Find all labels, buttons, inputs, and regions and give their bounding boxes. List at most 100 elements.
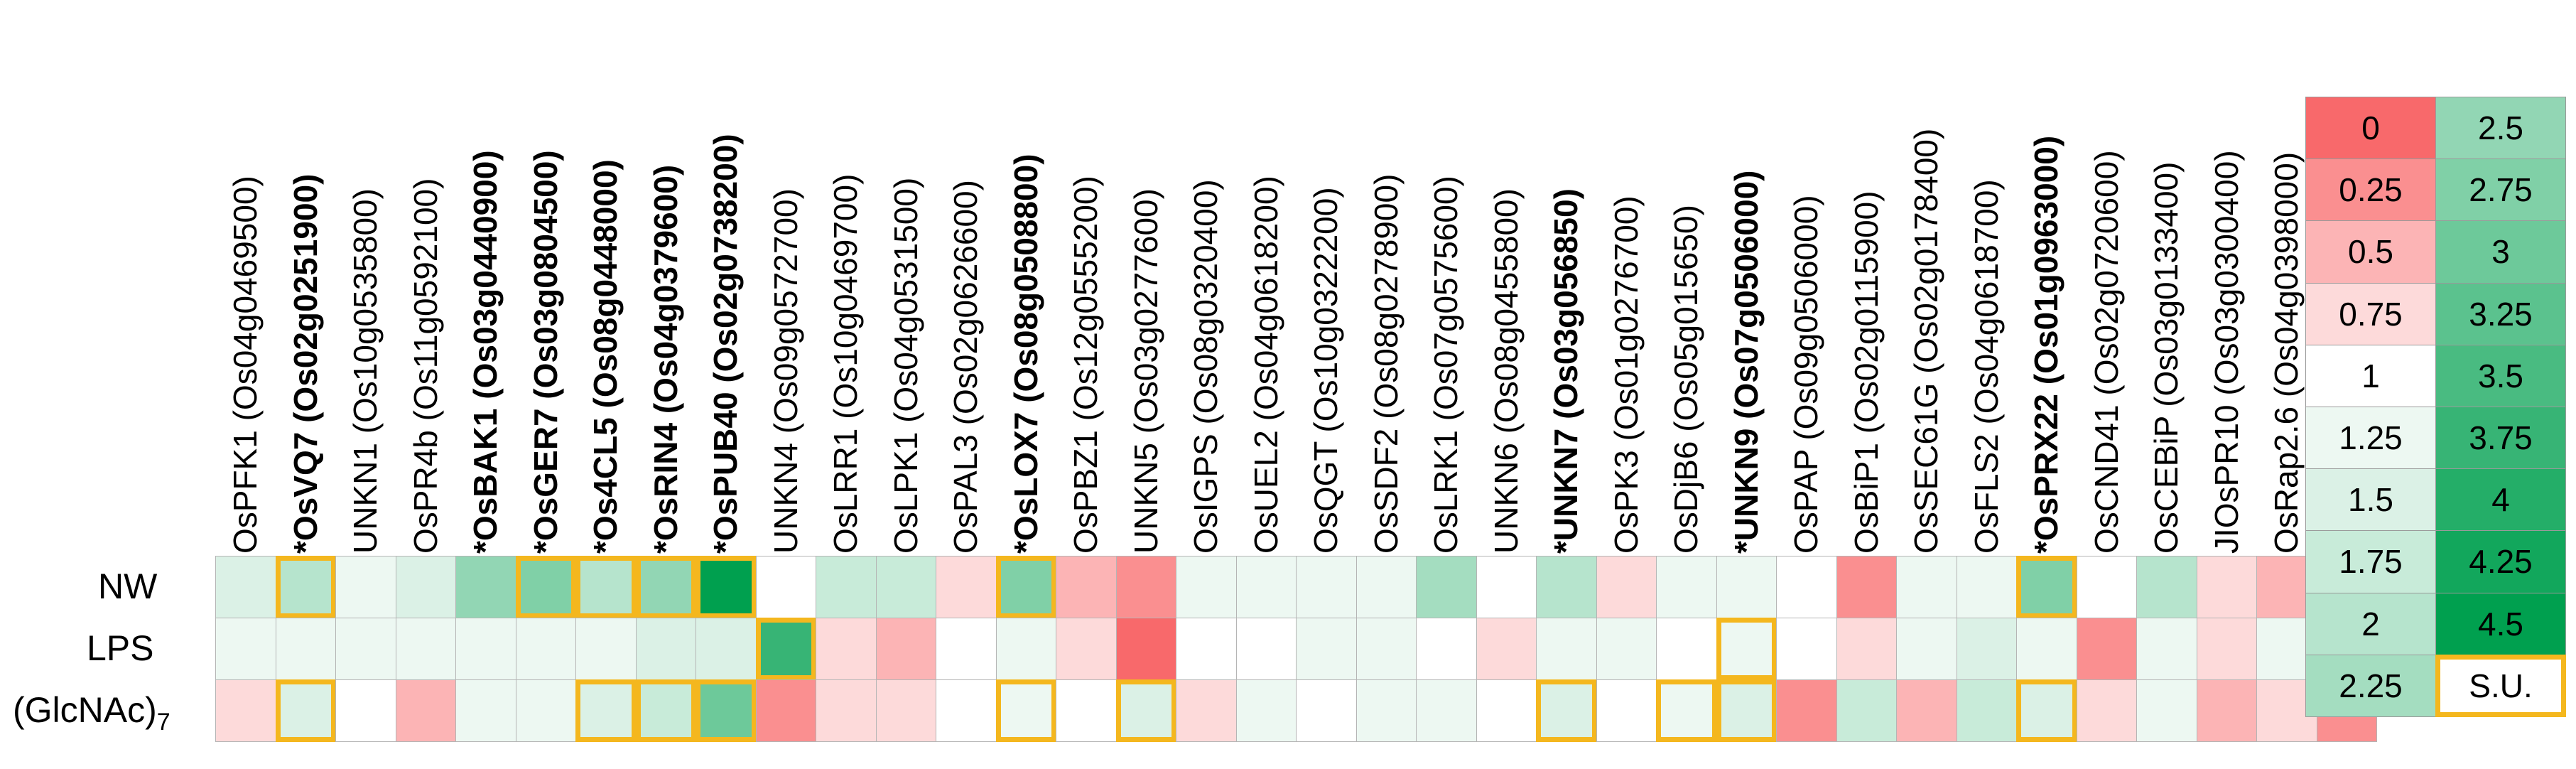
treatment-label: (GlcNAc)7 <box>13 690 171 736</box>
gene-label: OsDjB6 (Os05g015650) <box>1667 205 1705 554</box>
heatmap-cell <box>1956 618 2017 680</box>
heatmap-cell <box>1296 556 1357 618</box>
heatmap-cell <box>575 618 637 680</box>
gene-label: *OsRIN4 (Os04g0379600) <box>646 164 684 554</box>
heatmap-cell <box>335 618 396 680</box>
legend-value-cell: 3.25 <box>2435 282 2566 345</box>
heatmap-cell <box>1896 556 1957 618</box>
heatmap-cell <box>275 679 336 742</box>
heatmap-cell <box>575 679 637 742</box>
heatmap-cell <box>2136 618 2197 680</box>
gene-label: OsSDF2 (Os08g0278900) <box>1367 173 1405 554</box>
heatmap-cell <box>875 618 936 680</box>
heatmap-cell <box>1235 679 1297 742</box>
heatmap-cell <box>1716 679 1777 742</box>
heatmap-cell <box>1056 679 1117 742</box>
gene-label: *OsLOX7 (Os08g0508800) <box>1007 154 1044 554</box>
heatmap-cell <box>1416 618 1477 680</box>
heatmap-cell <box>395 679 456 742</box>
gene-label: UNKN6 (Os08g0455800) <box>1487 188 1525 554</box>
heatmap-cell <box>395 618 456 680</box>
legend-value-cell: 4 <box>2435 468 2566 532</box>
heatmap-cell <box>875 679 936 742</box>
heatmap-cell <box>2076 679 2137 742</box>
gene-label: *UNKN7 (Os03g056850) <box>1547 188 1585 554</box>
gene-label: OsPK3 (Os01g0276700) <box>1607 195 1645 554</box>
gene-label: OsPAL3 (Os02g0626600) <box>947 180 985 554</box>
gene-label: OsFLS2 (Os04g0618700) <box>1967 179 2005 554</box>
legend-value-cell: 3 <box>2435 220 2566 284</box>
heatmap-cell <box>936 679 997 742</box>
legend-value-cell: 3.5 <box>2435 344 2566 407</box>
legend-value-cell: 2.5 <box>2435 97 2566 160</box>
heatmap-cell <box>1115 679 1176 742</box>
heatmap-cell <box>2196 679 2257 742</box>
gene-label: OsIGPS (Os08g0320400) <box>1187 179 1225 554</box>
heatmap-cell <box>515 679 576 742</box>
heatmap-cell <box>1536 556 1597 618</box>
heatmap-cell <box>1115 556 1176 618</box>
heatmap-cell <box>696 679 757 742</box>
heatmap-cell <box>215 556 276 618</box>
gene-label: OsUEL2 (Os04g0618200) <box>1247 176 1284 554</box>
heatmap-cell <box>1476 556 1537 618</box>
heatmap-cell <box>1596 618 1657 680</box>
heatmap-cell <box>1836 679 1897 742</box>
gene-label: OsCND41 (Os02g0720600) <box>2087 150 2125 554</box>
treatment-label: LPS <box>87 628 154 668</box>
gene-label: *UNKN9 (Os07g0506000) <box>1727 170 1765 554</box>
heatmap-cell <box>2016 556 2077 618</box>
legend-value-cell: 2.75 <box>2435 158 2566 222</box>
legend-value-cell: 0.25 <box>2305 158 2436 222</box>
legend-value-cell: 1.25 <box>2305 407 2436 470</box>
gene-label: OsPFK1 (Os04g0469500) <box>227 176 264 554</box>
heatmap-cell <box>1596 556 1657 618</box>
heatmap-cell <box>515 556 576 618</box>
heatmap-cell <box>1235 556 1297 618</box>
gene-label: OsRap2.6 (Os04g0398000) <box>2268 151 2305 554</box>
legend-value-cell: 1.75 <box>2305 530 2436 593</box>
heatmap-cell <box>215 618 276 680</box>
heatmap-cell <box>1296 679 1357 742</box>
heatmap-cell <box>2076 618 2137 680</box>
heatmap-cell <box>1476 618 1537 680</box>
gene-label: OsLRR1 (Os10g0469700) <box>827 173 865 554</box>
heatmap-cell <box>2016 618 2077 680</box>
legend-value-cell: 1.5 <box>2305 468 2436 532</box>
heatmap-cell <box>1716 618 1777 680</box>
gene-label: OsPBZ1 (Os12g0555200) <box>1067 176 1105 554</box>
gene-label: *OsBAK1 (Os03g0440900) <box>467 150 504 554</box>
heatmap-cell <box>1716 556 1777 618</box>
heatmap-cell <box>1115 618 1176 680</box>
heatmap-cell <box>2136 556 2197 618</box>
heatmap-cell <box>215 679 276 742</box>
gene-label: OsQGT (Os10g0322200) <box>1307 187 1345 554</box>
heatmap-cell <box>335 679 396 742</box>
heatmap-cell <box>2136 679 2197 742</box>
legend-value-cell: 4.25 <box>2435 530 2566 593</box>
heatmap-cell <box>1536 618 1597 680</box>
gene-label: OsLPK1 (Os04g0531500) <box>887 177 924 554</box>
heatmap-cell <box>1956 679 2017 742</box>
heatmap-cell <box>1656 679 1717 742</box>
heatmap-cell <box>2196 556 2257 618</box>
heatmap-cell <box>755 556 816 618</box>
heatmap-cell <box>275 556 336 618</box>
heatmap-cell <box>696 618 757 680</box>
legend-value-cell: 0.5 <box>2305 220 2436 284</box>
heatmap-cell <box>1896 618 1957 680</box>
legend-value-cell: 1 <box>2305 344 2436 407</box>
heatmap-cell <box>1056 618 1117 680</box>
heatmap-cell <box>995 618 1056 680</box>
heatmap-cell <box>1355 679 1417 742</box>
heatmap-cell <box>515 618 576 680</box>
heatmap-cell <box>1176 556 1237 618</box>
legend-value-cell: 3.75 <box>2435 407 2566 470</box>
legend-value-cell: 0 <box>2305 97 2436 160</box>
gene-label: UNKN1 (Os10g0535800) <box>347 188 384 554</box>
heatmap-cell <box>1656 556 1717 618</box>
heatmap-cell <box>755 618 816 680</box>
heatmap-cell <box>875 556 936 618</box>
gene-label: UNKN5 (Os03g0277600) <box>1127 188 1164 554</box>
gene-label: OsPAP (Os09g0506000) <box>1787 195 1825 554</box>
